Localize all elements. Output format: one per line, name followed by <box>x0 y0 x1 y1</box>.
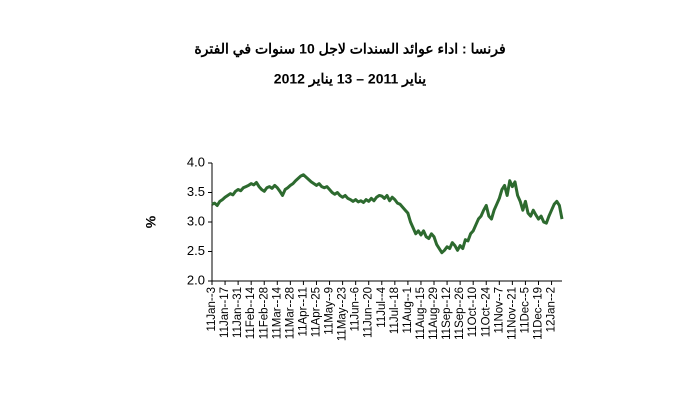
x-tick-label: 11Jan--17 <box>219 287 231 338</box>
x-tick-label: 12Jan--2 <box>546 287 558 332</box>
x-tick-label: 11Oct--24 <box>480 286 492 337</box>
x-tick-label: 11Jun--20 <box>363 287 375 338</box>
x-tick-label: 11Nov--21 <box>506 287 518 340</box>
x-tick-label: 11May--23 <box>337 287 349 341</box>
y-tick-label: 3.5 <box>187 184 205 199</box>
chart-title: فرنسا : اداء عوائد السندات لاجل 10 سنوات… <box>194 41 505 58</box>
y-tick-label: 2.5 <box>187 243 205 258</box>
x-tick-label: 11Feb--28 <box>258 287 270 339</box>
x-tick-label: 11Feb--14 <box>245 286 257 339</box>
x-tick-label: 11Jul--18 <box>389 287 401 334</box>
x-tick-label: 11Dec--5 <box>519 287 531 333</box>
x-tick-label: 11Aug--29 <box>428 287 440 340</box>
x-tick-label: 11May--9 <box>324 287 336 335</box>
x-tick-label: 11Apr--25 <box>311 287 323 337</box>
chart-subtitle: يناير 2011 – 13 يناير 2012 <box>274 71 426 88</box>
y-tick-label: 2.0 <box>187 272 205 287</box>
x-tick-label: 11Jan--31 <box>232 287 244 338</box>
x-tick-label: 11Dec--19 <box>533 287 545 340</box>
x-tick-label: 11Sep--12 <box>441 287 453 340</box>
line <box>211 173 564 255</box>
x-tick-label: 11Mar--28 <box>284 287 296 339</box>
y-axis-label: % <box>143 215 159 228</box>
x-tick-label: 11Aug--15 <box>415 287 427 340</box>
x-tick-label: 11Nov--7 <box>493 287 505 333</box>
x-tick-label: 11Mar--14 <box>271 286 283 339</box>
x-tick-label: 11Sep--26 <box>454 287 466 340</box>
y-tick-label: 4.0 <box>187 154 205 169</box>
x-tick-label: 11Jan--3 <box>206 287 218 332</box>
x-tick-label: 11Aug--1 <box>402 287 414 333</box>
x-tick-label: 11Apr--11 <box>297 287 309 336</box>
x-tick-label: 11Jul--4 <box>376 286 388 327</box>
y-tick-label: 3.0 <box>187 213 205 228</box>
x-tick-label: 11Oct--10 <box>467 287 479 337</box>
x-tick-label: 11Jun--6 <box>350 287 362 332</box>
